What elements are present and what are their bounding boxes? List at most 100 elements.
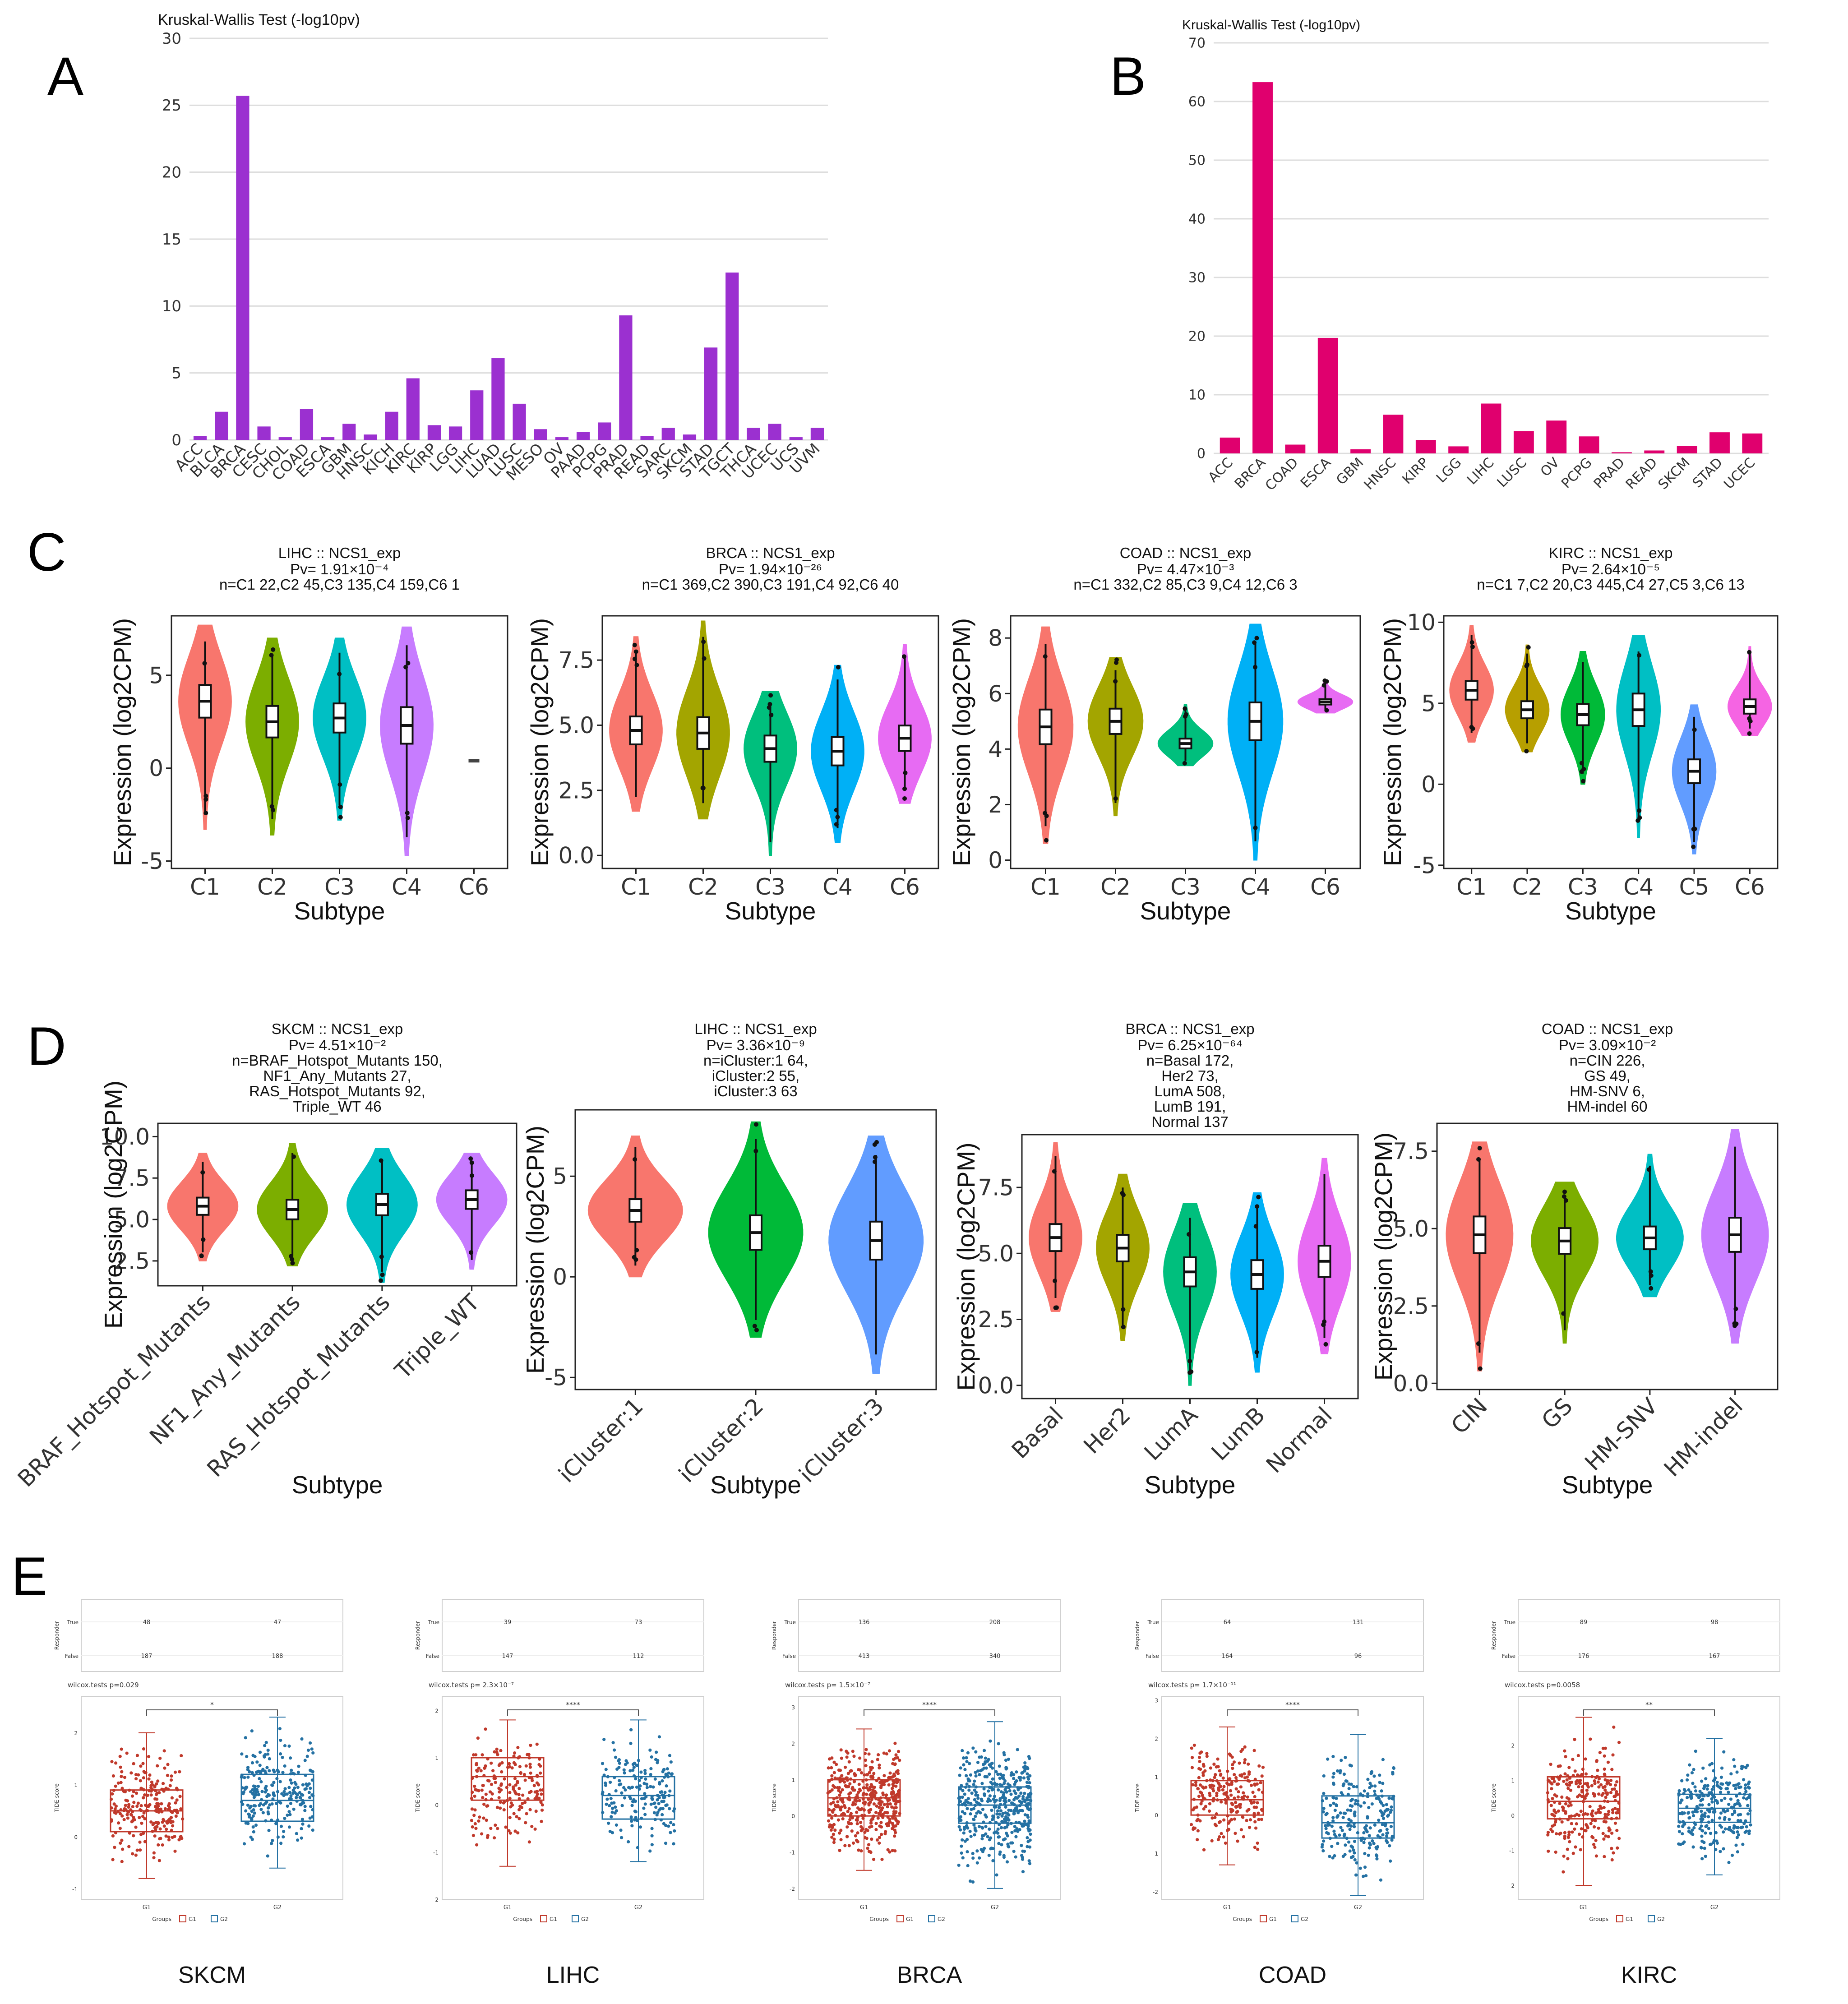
panel-e2-point-g1 — [490, 1761, 493, 1765]
panel-d4-outlier — [1733, 1307, 1738, 1311]
panel-d1-outlier — [468, 1156, 473, 1161]
panel-e4-point-g2 — [1326, 1832, 1330, 1836]
panel-e1-point-g2 — [263, 1801, 268, 1805]
panel-e5-point-g1 — [1606, 1813, 1610, 1816]
panel-e2-point-g1 — [492, 1836, 496, 1840]
panel-e3-point-g1 — [882, 1774, 886, 1778]
panel-e4-point-g2 — [1321, 1849, 1325, 1853]
panel-e5-point-g1 — [1575, 1782, 1578, 1786]
panel-e2-xtick-g1: G1 — [504, 1904, 512, 1911]
panel-e2-point-g2 — [661, 1779, 664, 1783]
panel-b-ytick-label: 70 — [1188, 36, 1206, 51]
panel-e3-point-g1 — [855, 1799, 858, 1803]
panel-e3-point-g1 — [832, 1823, 836, 1826]
panel-e2-point-g1 — [488, 1790, 492, 1794]
panel-e4-point-g2 — [1340, 1829, 1344, 1832]
panel-e3-point-g1 — [856, 1840, 859, 1843]
panel-e2-point-g2 — [623, 1771, 626, 1775]
panel-e5-point-g1 — [1595, 1759, 1599, 1763]
panel-e3-point-g1 — [872, 1802, 876, 1806]
panel-e4-point-g1 — [1250, 1801, 1253, 1805]
panel-e3-point-g1 — [856, 1806, 860, 1810]
panel-e4-legend-label: G2 — [1301, 1916, 1308, 1922]
panel-e3-point-g2 — [1017, 1776, 1021, 1779]
panel-c4-ytick-label: 5 — [1421, 690, 1436, 716]
panel-e1-point-g2 — [295, 1832, 298, 1835]
panel-e1-point-g2 — [309, 1787, 312, 1790]
panel-d2-n-line: iCluster:3 63 — [714, 1083, 797, 1099]
panel-e1-point-g1 — [142, 1747, 146, 1751]
panel-e1-point-g2 — [300, 1836, 303, 1840]
panel-e2-table-ylabel: Responder — [415, 1621, 421, 1650]
panel-e1-point-g1 — [127, 1805, 130, 1809]
panel-e3-point-g2 — [1026, 1815, 1030, 1819]
panel-e3-point-g1 — [896, 1820, 900, 1824]
panel-e4-point-g1 — [1243, 1772, 1246, 1776]
panel-e1-point-g1 — [166, 1807, 171, 1811]
panel-e4-point-g2 — [1390, 1838, 1394, 1842]
panel-e3-point-g2 — [1023, 1769, 1026, 1773]
panel-e1-legend-label: G2 — [220, 1916, 228, 1922]
panel-e5-plot-frame — [1518, 1696, 1780, 1900]
panel-e5-point-g1 — [1589, 1822, 1593, 1825]
panel-e4-point-g2 — [1366, 1778, 1370, 1781]
panel-e1-point-g2 — [250, 1810, 254, 1813]
panel-e2-point-g2 — [642, 1806, 646, 1810]
panel-d1-n-line: RAS_Hotspot_Mutants 92, — [249, 1083, 425, 1099]
panel-e2-point-g2 — [629, 1797, 633, 1801]
panel-e5-point-g2 — [1737, 1802, 1741, 1805]
panel-e3-point-g2 — [975, 1849, 979, 1853]
panel-e5-point-g2 — [1697, 1796, 1701, 1800]
panel-e4-point-g2 — [1353, 1825, 1356, 1829]
panel-e2-point-g2 — [634, 1777, 638, 1781]
panel-e3-point-g2 — [967, 1788, 971, 1792]
panel-d1-title: SKCM :: NCS1_exp — [272, 1020, 403, 1037]
panel-e4-point-g1 — [1213, 1823, 1217, 1826]
panel-e3-point-g2 — [1018, 1799, 1021, 1803]
panel-e4-table-frame — [1161, 1599, 1424, 1672]
panel-e2-point-g1 — [477, 1789, 480, 1792]
panel-e5-point-g1 — [1565, 1782, 1568, 1786]
panel-e5-point-g1 — [1580, 1827, 1583, 1831]
panel-e2-point-g2 — [629, 1741, 633, 1745]
panel-e3-point-g2 — [1022, 1776, 1026, 1780]
panel-e3-point-g2 — [1012, 1850, 1016, 1853]
panel-e4-point-g2 — [1331, 1816, 1335, 1819]
panel-c3-ytick-label: 2 — [988, 792, 1003, 818]
panel-e4-point-g1 — [1248, 1818, 1252, 1822]
panel-e5-point-g2 — [1700, 1813, 1704, 1817]
panel-e1-point-g1 — [123, 1807, 126, 1810]
panel-e1-point-g2 — [300, 1818, 304, 1821]
panel-b-bar-hnsc — [1383, 415, 1404, 453]
panel-e4-point-g2 — [1362, 1831, 1366, 1835]
panel-c4-outlier — [1637, 653, 1642, 658]
panel-e5-point-g2 — [1700, 1846, 1703, 1850]
panel-e3-table-frame — [798, 1599, 1061, 1672]
panel-e3-point-g2 — [998, 1812, 1001, 1816]
panel-e3-point-g2 — [1029, 1832, 1032, 1836]
panel-e5-box-g1 — [1547, 1776, 1621, 1820]
panel-e3-point-g2 — [991, 1814, 995, 1818]
panel-c1-outlier — [203, 797, 208, 802]
panel-e1-point-g2 — [308, 1741, 312, 1745]
panel-d1-outlier — [200, 1170, 205, 1175]
panel-e3-point-g2 — [1026, 1827, 1030, 1830]
panel-e1-point-g2 — [283, 1744, 287, 1748]
panel-e5-point-g2 — [1700, 1857, 1704, 1861]
panel-e1-point-g2 — [301, 1822, 305, 1826]
panel-d3-title: BRCA :: NCS1_exp — [1125, 1020, 1254, 1037]
panel-e2-point-g2 — [614, 1755, 618, 1759]
panel-e5-point-g1 — [1613, 1821, 1617, 1825]
panel-e4-point-g1 — [1196, 1829, 1200, 1833]
panel-e2-point-g1 — [499, 1782, 503, 1786]
panel-e3-point-g1 — [893, 1762, 897, 1766]
panel-e3-point-g1 — [869, 1821, 873, 1825]
panel-e4-point-g2 — [1338, 1833, 1341, 1837]
panel-e3-point-g1 — [830, 1816, 834, 1820]
panel-c1-xtick-label: C3 — [324, 874, 355, 900]
panel-e2-point-g1 — [529, 1743, 532, 1747]
panel-e4-point-g2 — [1331, 1819, 1335, 1823]
panel-e3-point-g2 — [1014, 1835, 1018, 1838]
panel-e3-sig-bracket — [864, 1709, 995, 1716]
panel-e1-point-g2 — [242, 1842, 246, 1846]
